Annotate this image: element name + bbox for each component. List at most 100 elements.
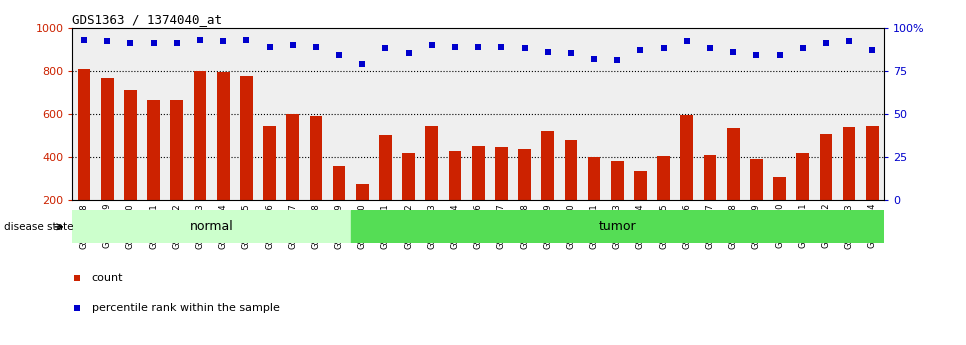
Bar [351, 28, 374, 200]
Bar [425, 126, 439, 243]
Point [494, 44, 509, 49]
Bar [170, 100, 184, 243]
Point [146, 40, 161, 46]
Bar [379, 136, 392, 243]
Bar [72, 28, 96, 200]
Bar [309, 116, 323, 243]
Point [563, 51, 579, 56]
Bar [861, 28, 884, 200]
Bar [564, 140, 578, 243]
Point [656, 46, 671, 51]
Bar [842, 127, 856, 243]
Bar [355, 184, 369, 243]
Bar [77, 69, 91, 243]
Point [308, 44, 324, 49]
Bar [768, 28, 791, 200]
Bar [513, 28, 536, 200]
Point [169, 40, 185, 46]
Bar [443, 28, 467, 200]
Bar [124, 90, 137, 243]
Point [378, 46, 393, 51]
Point [818, 40, 834, 46]
Bar [838, 28, 861, 200]
Bar [471, 146, 485, 243]
Bar [606, 28, 629, 200]
Point [586, 56, 602, 61]
Bar [188, 28, 212, 200]
Point [192, 37, 208, 42]
Bar [726, 128, 740, 243]
Bar [814, 28, 838, 200]
Point [215, 39, 231, 44]
Point [841, 39, 857, 44]
Bar [722, 28, 745, 200]
Bar [467, 28, 490, 200]
Bar [819, 134, 833, 243]
Bar [866, 126, 879, 243]
Point [262, 44, 277, 49]
Bar [420, 28, 443, 200]
Bar [448, 150, 462, 243]
Bar [490, 28, 513, 200]
Bar [559, 28, 582, 200]
Bar [212, 28, 235, 200]
Point [76, 37, 92, 42]
Bar [698, 28, 722, 200]
Text: percentile rank within the sample: percentile rank within the sample [92, 304, 279, 313]
Point [239, 37, 254, 42]
Bar [193, 71, 207, 243]
Point [679, 39, 695, 44]
Bar [142, 28, 165, 200]
Bar [72, 210, 351, 243]
Bar [541, 131, 554, 243]
Point [424, 42, 440, 48]
Bar [495, 147, 508, 243]
Bar [374, 28, 397, 200]
Bar [235, 28, 258, 200]
Point [355, 61, 370, 67]
Bar [791, 28, 814, 200]
Bar [332, 166, 346, 243]
Bar [286, 114, 299, 243]
Bar [773, 177, 786, 243]
Text: disease state: disease state [4, 222, 73, 232]
Text: count: count [92, 273, 124, 283]
Point [725, 49, 741, 55]
Bar [745, 28, 768, 200]
Bar [258, 28, 281, 200]
Point [610, 58, 625, 63]
Bar [611, 161, 624, 243]
Bar [750, 159, 763, 243]
Bar [402, 152, 415, 243]
Bar [327, 28, 351, 200]
Bar [680, 115, 694, 243]
Point [772, 52, 787, 58]
Point [633, 47, 648, 53]
Point [447, 44, 463, 49]
Text: normal: normal [189, 220, 234, 233]
Point [285, 42, 300, 48]
Bar [240, 76, 253, 243]
Bar [119, 28, 142, 200]
Bar [657, 156, 670, 243]
Point [749, 52, 764, 58]
Bar [216, 72, 230, 243]
Bar [165, 28, 188, 200]
Point [99, 39, 115, 44]
Bar [796, 152, 810, 243]
Bar [281, 28, 304, 200]
Bar [397, 28, 420, 200]
Text: tumor: tumor [599, 220, 636, 233]
Bar [536, 28, 559, 200]
Point [865, 47, 880, 53]
Bar [587, 157, 601, 243]
Point [470, 44, 486, 49]
Point [401, 51, 416, 56]
Bar [629, 28, 652, 200]
Point [123, 40, 138, 46]
Point [517, 46, 532, 51]
Bar [518, 149, 531, 243]
Bar [703, 155, 717, 243]
Point [795, 46, 810, 51]
Bar [582, 28, 606, 200]
